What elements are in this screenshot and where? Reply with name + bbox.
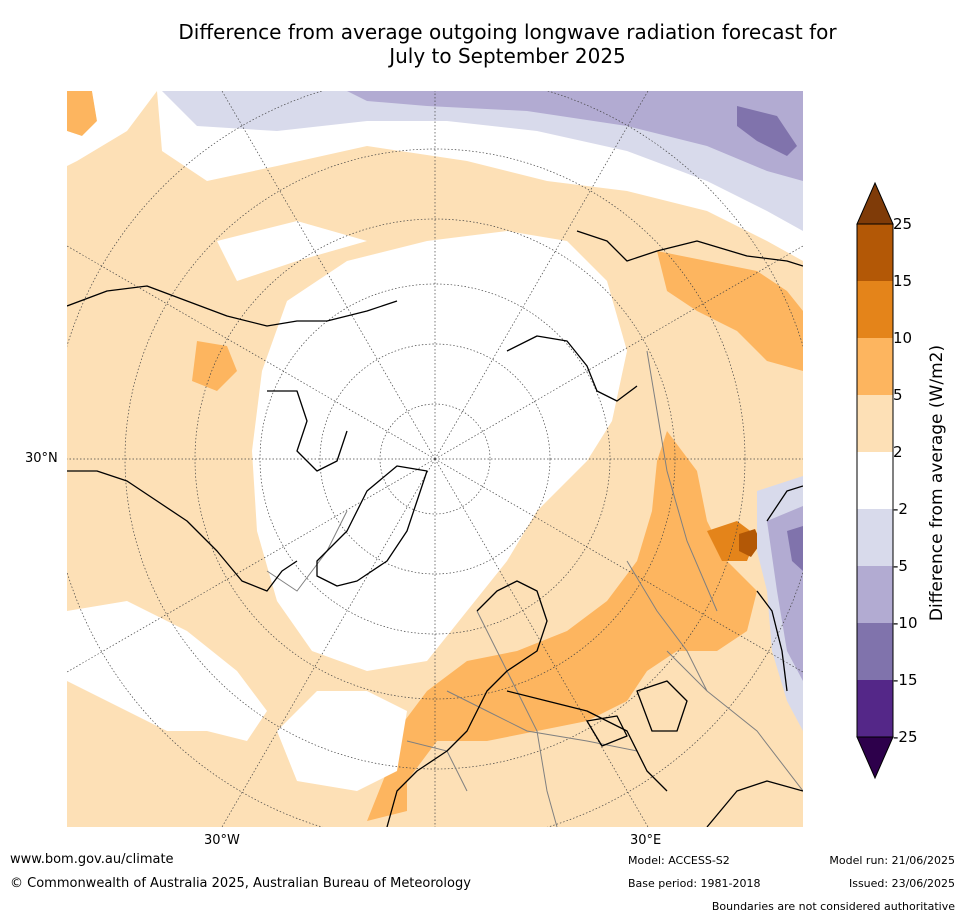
longitude-label-30e: 30°E [630, 833, 662, 848]
colorbar-tick: 15 [893, 272, 913, 290]
colorbar-tick: -5 [893, 557, 908, 575]
issued-text: Issued: 23/06/2025 [848, 877, 955, 890]
colorbar-bin-2-5 [857, 395, 893, 452]
colorbar-tick: -25 [893, 728, 918, 746]
anomaly-neutral-north-atlantic [277, 691, 407, 791]
colorbar-bin-10-15 [857, 281, 893, 338]
title-line-2: July to September 2025 [389, 44, 626, 68]
colorbar-tick: 5 [893, 386, 903, 404]
anomaly-positive-east-siberia [657, 251, 803, 371]
anomaly-positive-eurasia [367, 431, 757, 821]
base-period-text: Base period: 1981-2018 [628, 877, 761, 890]
colorbar-bin-neg-10-15 [857, 623, 893, 680]
colorbar-tick: -2 [893, 500, 908, 518]
colorbar-tick: 25 [893, 215, 913, 233]
colorbar-bin-15-25 [857, 224, 893, 281]
colorbar-bin-neg-2-5 [857, 509, 893, 566]
graticule [67, 91, 803, 827]
anomaly-positive-nw-corner [67, 91, 97, 136]
latitude-label-30n: 30°N [25, 451, 58, 466]
disclaimer-text: Boundaries are not considered authoritat… [711, 900, 955, 913]
title-line-1: Difference from average outgoing longwav… [178, 20, 837, 44]
colorbar-tick: 2 [893, 443, 903, 461]
colorbar-bin-neutral [857, 452, 893, 509]
model-text: Model: ACCESS-S2 [628, 854, 730, 867]
anomaly-positive-very-strong [739, 529, 761, 557]
anomaly-negative-bering [737, 106, 797, 156]
anomaly-neutral-atlantic [67, 601, 267, 741]
colorbar [856, 181, 894, 780]
national-borders [266, 350, 803, 827]
colorbar-tick: -10 [893, 614, 918, 632]
anomaly-neutral-pacific-arctic [217, 221, 367, 281]
colorbar-bin-5-10 [857, 338, 893, 395]
anomaly-negative-west-pacific-strong [787, 526, 803, 571]
colorbar-arrow-bottom [856, 736, 894, 780]
map-svg [67, 91, 803, 827]
colorbar-outline [856, 223, 894, 738]
colorbar-label: Difference from average (W/m2) [927, 344, 947, 622]
copyright-text: © Commonwealth of Australia 2025, Austra… [10, 876, 471, 891]
anomaly-neutral-nw-corner [67, 91, 157, 166]
colorbar-tick: 10 [893, 329, 913, 347]
colorbar-bin-neg-15-25 [857, 680, 893, 737]
polar-map [67, 91, 803, 827]
coastlines [67, 230, 803, 827]
longitude-label-30w: 30°W [204, 833, 240, 848]
colorbar-bin-neg-5-10 [857, 566, 893, 623]
anomaly-positive-north-america [192, 341, 237, 391]
chart-title: Difference from average outgoing longwav… [60, 20, 955, 68]
anomaly-negative-north-pacific-mod [347, 91, 803, 181]
anomaly-neutral-arctic [252, 231, 627, 671]
colorbar-tick: -15 [893, 671, 918, 689]
colorbar-arrow-top [856, 181, 894, 225]
model-run-text: Model run: 21/06/2025 [829, 854, 955, 867]
website-link[interactable]: www.bom.gov.au/climate [10, 852, 174, 867]
